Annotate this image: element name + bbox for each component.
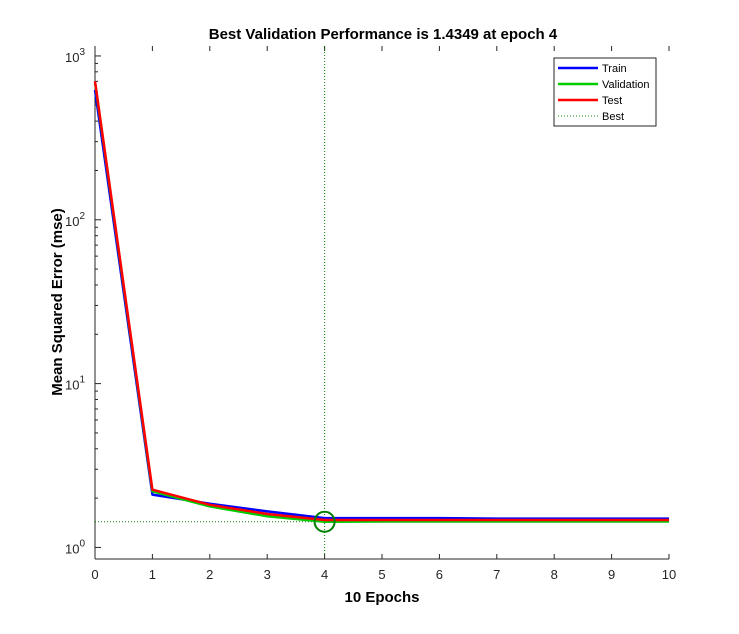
best-point-circle <box>313 510 336 533</box>
legend-label-train: Train <box>602 63 627 75</box>
y-tick-exponent: 0 <box>79 538 85 549</box>
y-tick-label: 100 <box>65 538 85 556</box>
x-tick-label: 10 <box>662 567 676 582</box>
best-circle-group <box>313 510 336 533</box>
y-tick-base: 10 <box>65 378 79 393</box>
x-tick-label: 8 <box>551 567 558 582</box>
legend: Train Validation Test Best <box>553 57 657 127</box>
series-line-validation <box>93 82 669 523</box>
x-axis-label: 10 Epochs <box>344 589 419 606</box>
x-tick-label: 0 <box>91 567 98 582</box>
legend-label-best: Best <box>602 111 624 123</box>
y-tick-exponent: 3 <box>79 47 85 58</box>
x-ticks: 0 1 2 3 4 5 6 7 8 9 10 <box>91 46 676 582</box>
x-tick-label: 9 <box>608 567 615 582</box>
y-tick-label: 103 <box>65 47 85 65</box>
x-tick-label: 6 <box>436 567 443 582</box>
legend-label-test: Test <box>602 95 622 107</box>
y-axis-label: Mean Squared Error (mse) <box>49 208 66 396</box>
x-tick-label: 4 <box>321 567 328 582</box>
y-tick-exponent: 2 <box>79 211 85 222</box>
series-line-test <box>93 81 669 522</box>
x-tick-label: 5 <box>378 567 385 582</box>
plot-area <box>95 46 669 559</box>
x-tick-label: 2 <box>206 567 213 582</box>
y-tick-base: 10 <box>65 50 79 65</box>
x-tick-label: 3 <box>264 567 271 582</box>
y-tick-base: 10 <box>65 541 79 556</box>
y-tick-base: 10 <box>65 214 79 229</box>
axes <box>94 46 669 560</box>
x-tick-label: 1 <box>149 567 156 582</box>
x-tick-label: 7 <box>493 567 500 582</box>
y-tick-exponent: 1 <box>79 375 85 386</box>
y-tick-label: 101 <box>65 375 85 393</box>
chart-title: Best Validation Performance is 1.4349 at… <box>209 26 558 43</box>
title-group: Best Validation Performance is 1.4349 at… <box>209 26 558 43</box>
y-tick-label: 102 <box>65 211 85 229</box>
legend-box <box>553 57 657 127</box>
series-lines <box>93 81 669 523</box>
legend-label-validation: Validation <box>602 79 650 91</box>
